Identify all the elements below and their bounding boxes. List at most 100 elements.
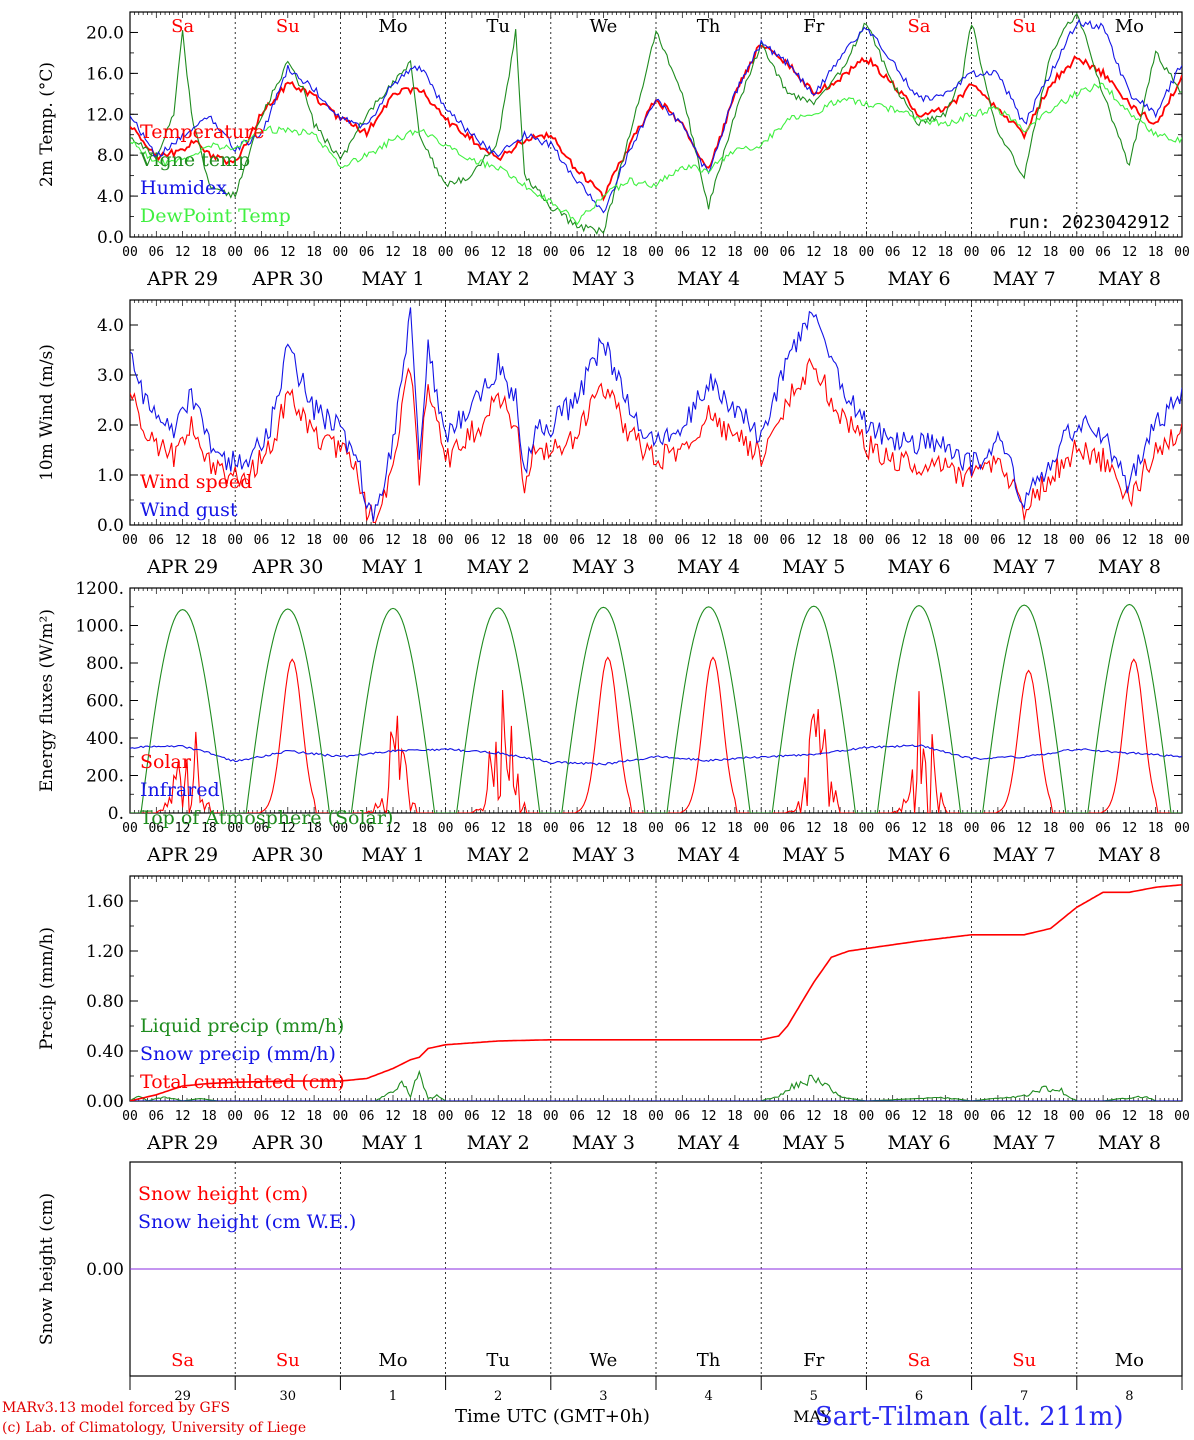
hour-label: 00 [859, 533, 875, 548]
y-tick-label: 0.0 [97, 516, 124, 536]
date-label: APR 30 [251, 1132, 323, 1154]
weekday-label: Mo [1115, 16, 1144, 37]
day-number-label: 7 [1020, 1389, 1028, 1404]
hour-label: 06 [990, 533, 1006, 548]
hour-label: 12 [1016, 1109, 1032, 1124]
weekday-label: Sa [907, 16, 930, 37]
hour-label: 18 [832, 245, 848, 260]
hour-label: 00 [333, 821, 349, 836]
date-label: MAY 7 [993, 1132, 1056, 1154]
weekday-label: Th [697, 1350, 721, 1371]
hour-label: 12 [911, 821, 927, 836]
hour-label: 06 [990, 1109, 1006, 1124]
weekday-label: Sa [171, 1350, 194, 1371]
hour-label: 18 [937, 1109, 953, 1124]
date-label: MAY 3 [572, 1132, 635, 1154]
hour-label: 12 [490, 245, 506, 260]
weekday-label: Su [1012, 1350, 1036, 1371]
hour-label: 18 [622, 245, 638, 260]
hour-label: 00 [648, 245, 664, 260]
hour-label: 06 [885, 1109, 901, 1124]
series-line-solar [130, 656, 1182, 813]
month-label: MAY [793, 1407, 831, 1426]
hour-label: 12 [175, 533, 191, 548]
series-line-wind-gust [130, 307, 1182, 522]
plot-area [130, 307, 1182, 524]
hour-label: 06 [359, 1109, 375, 1124]
time-axis-label: Time UTC (GMT+0h) [455, 1406, 650, 1427]
weekday-label: Sa [171, 16, 194, 37]
hour-label: 18 [1043, 1109, 1059, 1124]
weekday-label: Su [276, 1350, 300, 1371]
weekday-label: Fr [803, 16, 824, 37]
weekday-label: Mo [1115, 1350, 1144, 1371]
hour-label: 12 [806, 1109, 822, 1124]
hour-label: 12 [911, 245, 927, 260]
hour-label: 00 [648, 821, 664, 836]
hour-label: 12 [1016, 245, 1032, 260]
hour-label: 18 [201, 533, 217, 548]
hour-label: 00 [1069, 533, 1085, 548]
hour-label: 00 [333, 1109, 349, 1124]
y-axis-label: Energy fluxes (W/m²) [37, 609, 57, 792]
date-label: APR 29 [146, 268, 218, 290]
weekday-label: Su [1012, 16, 1036, 37]
date-label: APR 30 [251, 844, 323, 866]
date-label: MAY 8 [1098, 1132, 1161, 1154]
hour-label: 12 [806, 821, 822, 836]
hour-label: 18 [411, 821, 427, 836]
hour-label: 18 [1148, 821, 1164, 836]
weekday-label: Mo [378, 16, 407, 37]
hour-label: 12 [1122, 533, 1138, 548]
y-tick-label: 800. [86, 654, 124, 674]
weekday-label: Th [697, 16, 721, 37]
hour-label: 06 [780, 821, 796, 836]
hour-label: 12 [701, 821, 717, 836]
hour-label: 00 [1174, 1109, 1190, 1124]
hour-label: 18 [622, 1109, 638, 1124]
series-line-humidex [130, 18, 1182, 214]
hour-label: 06 [464, 533, 480, 548]
weekday-label: Tu [486, 16, 510, 37]
plot-area [130, 12, 1182, 236]
hour-label: 00 [1174, 533, 1190, 548]
hour-label: 12 [385, 245, 401, 260]
day-number-label: 30 [280, 1389, 297, 1404]
hour-label: 00 [753, 1109, 769, 1124]
hour-label: 18 [201, 821, 217, 836]
hour-label: 18 [1043, 533, 1059, 548]
date-label: MAY 6 [887, 844, 950, 866]
hour-label: 06 [780, 533, 796, 548]
date-label: MAY 1 [361, 844, 424, 866]
hour-label: 00 [964, 821, 980, 836]
day-number-label: 5 [810, 1389, 818, 1404]
series-line-vigne-temp [130, 12, 1182, 236]
lab-credit: (c) Lab. of Climatology, University of L… [2, 1420, 307, 1436]
hour-label: 06 [1095, 821, 1111, 836]
hour-label: 12 [701, 533, 717, 548]
y-tick-label: 0.00 [86, 1092, 124, 1112]
hour-label: 06 [1095, 1109, 1111, 1124]
hour-label: 06 [148, 245, 164, 260]
hour-label: 06 [780, 245, 796, 260]
hour-label: 06 [674, 821, 690, 836]
hour-label: 00 [543, 1109, 559, 1124]
date-label: MAY 8 [1098, 268, 1161, 290]
hour-label: 06 [254, 245, 270, 260]
legend-entry: Temperature [140, 121, 264, 143]
hour-label: 00 [122, 245, 138, 260]
hour-label: 00 [543, 245, 559, 260]
hour-label: 00 [859, 245, 875, 260]
weekday-label: We [590, 1350, 618, 1371]
hour-label: 00 [1174, 245, 1190, 260]
hour-label: 18 [1043, 821, 1059, 836]
hour-label: 18 [937, 821, 953, 836]
hour-label: 18 [411, 1109, 427, 1124]
hour-label: 18 [832, 1109, 848, 1124]
hour-label: 12 [175, 245, 191, 260]
y-axis-label: Snow height (cm) [37, 1193, 57, 1345]
y-tick-label: 4.0 [97, 187, 124, 207]
hour-label: 00 [859, 821, 875, 836]
hour-label: 18 [727, 821, 743, 836]
hour-label: 06 [1095, 245, 1111, 260]
